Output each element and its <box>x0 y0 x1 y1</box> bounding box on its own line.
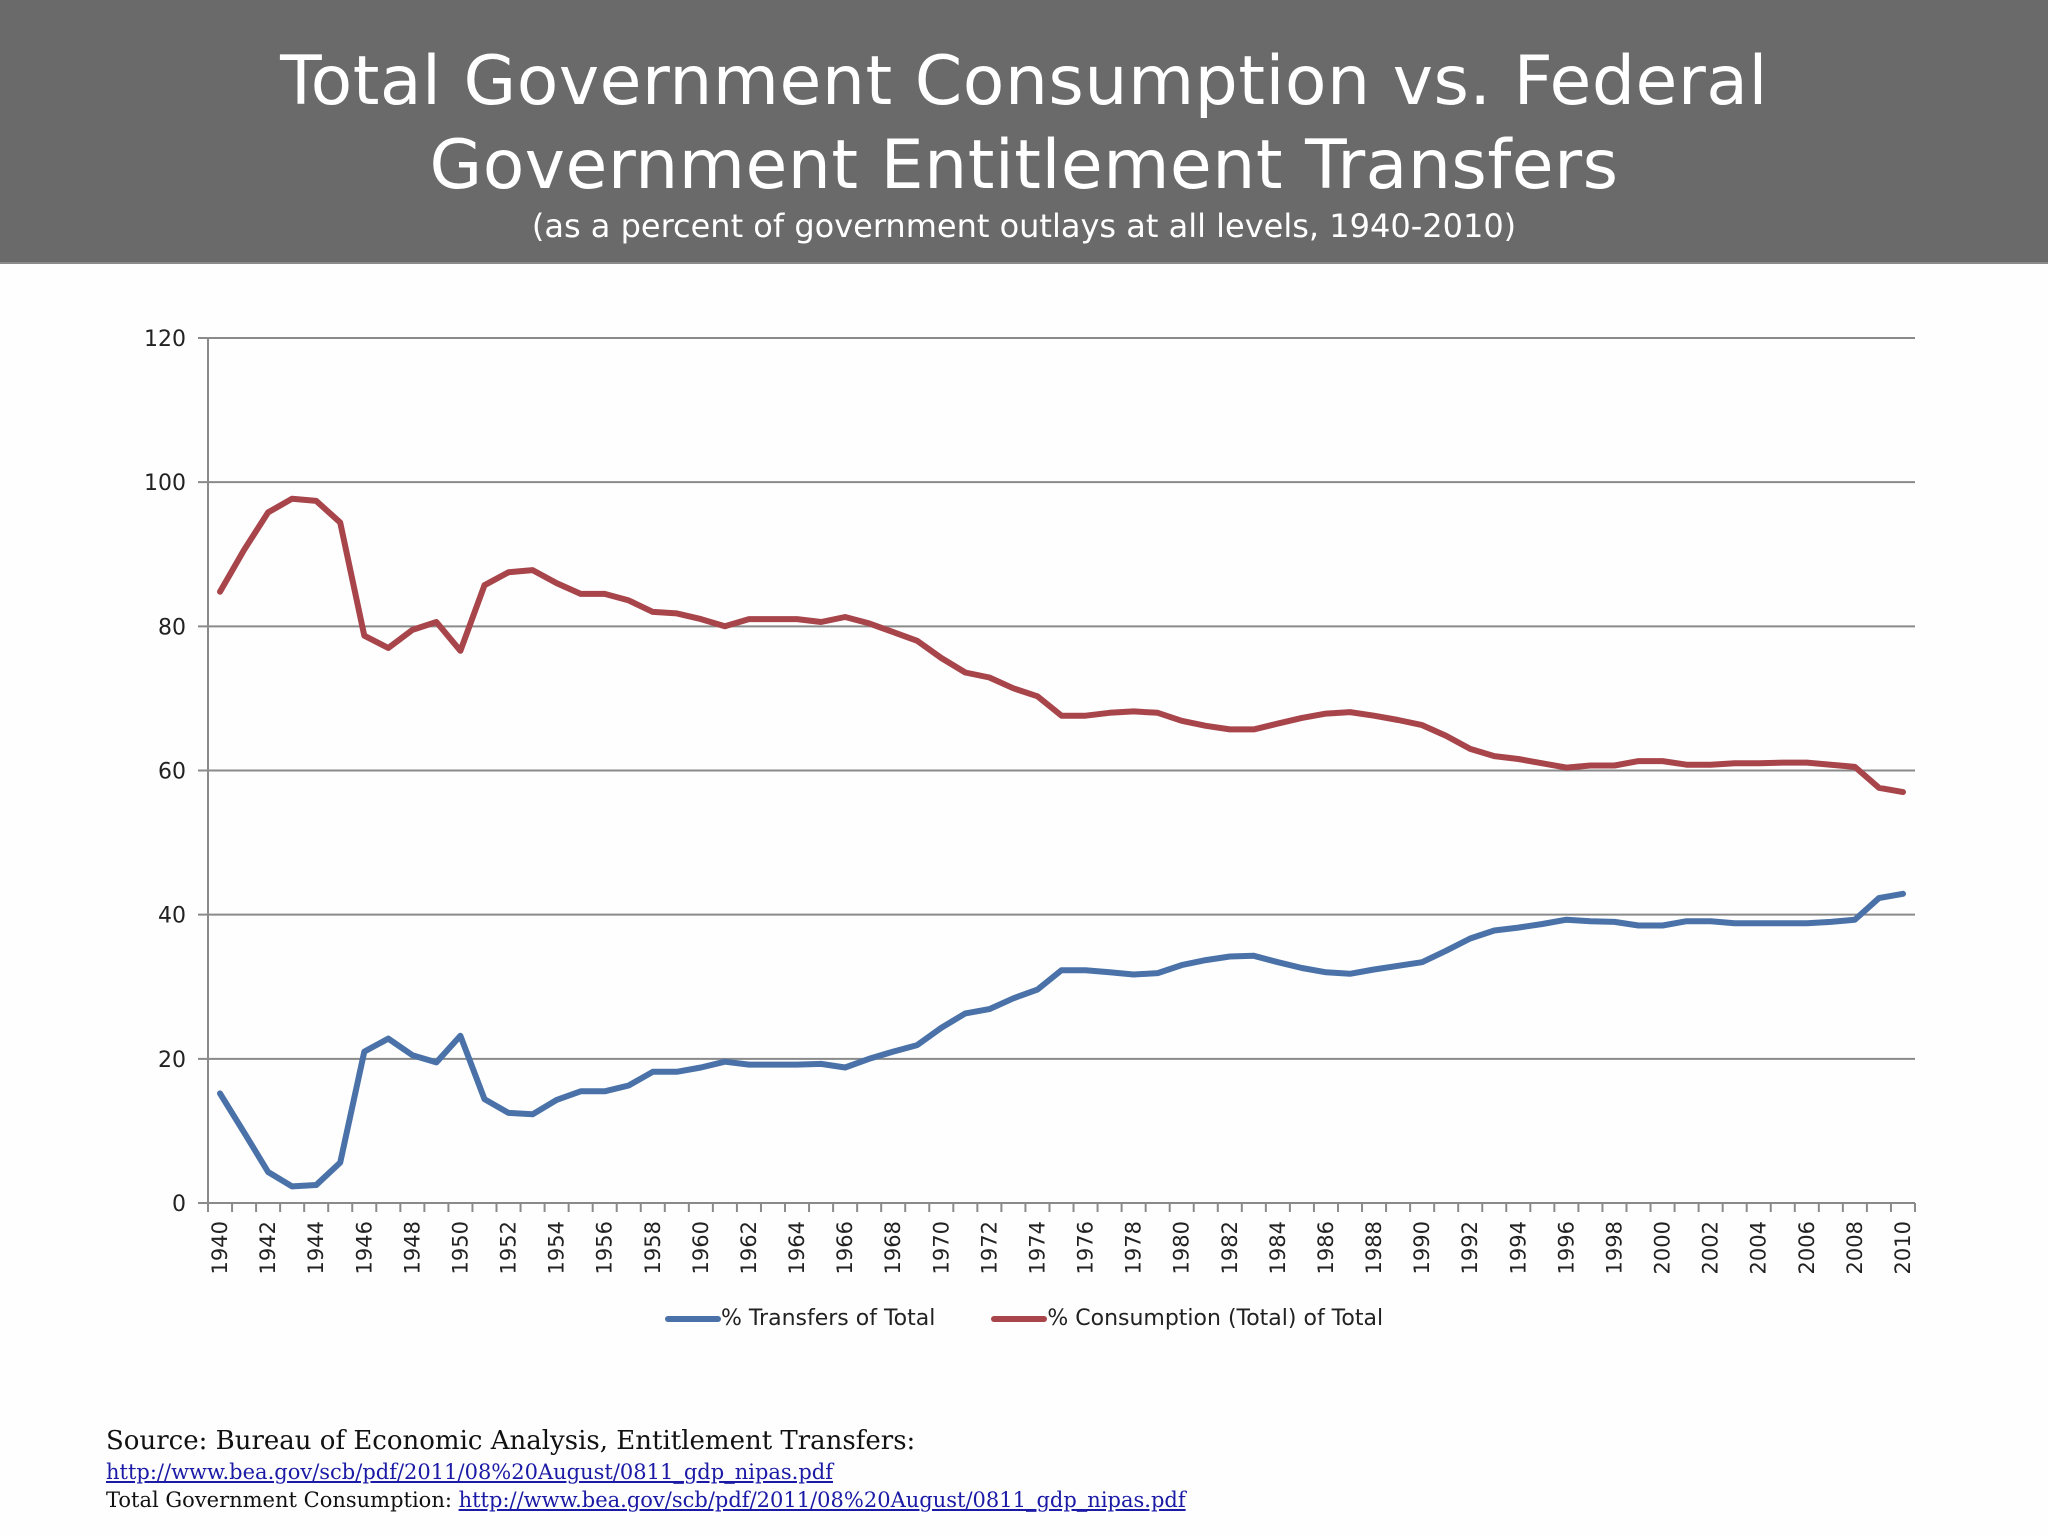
x-tick-label: 1958 <box>641 1221 665 1274</box>
x-tick-label: 1994 <box>1506 1221 1530 1274</box>
x-tick-label: 2004 <box>1747 1221 1771 1274</box>
line-chart: 0 20 40 60 80 100 120 1940 1942 1944 1946 1948 1950… <box>144 327 1916 1274</box>
chart-title: Total Government Consumption vs. Federal… <box>0 40 2048 208</box>
chart-subtitle: (as a percent of government outlays at a… <box>531 207 1517 245</box>
legend-item-transfers: % Transfers of Total <box>664 1306 936 1331</box>
x-tick-label: 1978 <box>1122 1221 1146 1274</box>
legend-swatch-transfers <box>664 1315 721 1322</box>
source-link-transfers[interactable]: http://www.bea.gov/scb/pdf/2011/08%20Aug… <box>106 1460 834 1484</box>
series-line-transfers <box>217 890 1906 1190</box>
x-tick-label: 1996 <box>1554 1221 1578 1274</box>
source-label-consumption: Total Government Consumption: <box>106 1488 459 1512</box>
chart-title-line-1: Total Government Consumption vs. Federal <box>280 42 1768 121</box>
x-tick-label: 2000 <box>1651 1221 1675 1274</box>
x-tick-label: 1992 <box>1458 1221 1482 1274</box>
chart-legend: % Transfers of Total % Consumption (Tota… <box>0 1306 2048 1331</box>
x-tick-label: 1988 <box>1362 1221 1386 1274</box>
x-tick-label: 2010 <box>1891 1221 1915 1274</box>
chart-title-line-2: Government Entitlement Transfers <box>429 126 1619 205</box>
x-tick-label: 1944 <box>304 1221 328 1274</box>
x-tick-label: 1984 <box>1266 1221 1290 1274</box>
x-tick-label: 2006 <box>1795 1221 1819 1274</box>
x-tick-label: 1946 <box>352 1221 376 1274</box>
x-tick-label: 1972 <box>977 1221 1001 1274</box>
y-tick-label: 0 <box>172 1192 186 1217</box>
x-tick-label: 1980 <box>1170 1221 1194 1274</box>
legend-label-transfers: % Transfers of Total <box>720 1306 936 1331</box>
series-line-consumption <box>217 495 1906 796</box>
x-tick-label: 1976 <box>1074 1221 1098 1274</box>
x-tick-label: 1942 <box>256 1221 280 1274</box>
x-tick-label: 1950 <box>448 1221 472 1274</box>
x-tick-label: 1982 <box>1218 1221 1242 1274</box>
x-tick-label: 1964 <box>785 1221 809 1274</box>
source-link-consumption[interactable]: http://www.bea.gov/scb/pdf/2011/08%20Aug… <box>458 1488 1186 1512</box>
x-tick-label: 1968 <box>881 1221 905 1274</box>
source-label: Source: Bureau of Economic Analysis, Ent… <box>106 1426 916 1456</box>
y-tick-label: 60 <box>158 760 186 785</box>
y-tick-label: 120 <box>144 327 186 352</box>
legend-label-consumption: % Consumption (Total) of Total <box>1047 1306 1384 1331</box>
gridlines <box>198 337 1915 1060</box>
x-tick-label: 1956 <box>593 1221 617 1274</box>
y-tick-label: 100 <box>144 471 186 496</box>
x-tick-label: 2008 <box>1843 1221 1867 1274</box>
y-tick-label: 80 <box>158 615 186 640</box>
x-tick-label: 1960 <box>689 1221 713 1274</box>
x-tick-label: 1986 <box>1314 1221 1338 1274</box>
x-tick-label: 2002 <box>1699 1221 1723 1274</box>
y-tick-label: 20 <box>158 1048 186 1073</box>
x-tick-label: 1998 <box>1602 1221 1626 1274</box>
x-tick-label: 1962 <box>737 1221 761 1274</box>
x-tick-label: 1970 <box>929 1221 953 1274</box>
x-tick-label: 1974 <box>1025 1221 1049 1274</box>
y-axis-tick-labels: 0 20 40 60 80 100 120 <box>144 327 186 1217</box>
x-tick-label: 1954 <box>545 1221 569 1274</box>
title-banner: Total Government Consumption vs. Federal… <box>0 0 2048 264</box>
legend-swatch-consumption <box>991 1315 1048 1322</box>
y-tick-label: 40 <box>158 904 186 929</box>
x-tick-label: 1990 <box>1410 1221 1434 1274</box>
x-tick-label: 1952 <box>497 1221 521 1274</box>
legend-item-consumption: % Consumption (Total) of Total <box>991 1306 1383 1331</box>
x-axis: 1940 1942 1944 1946 1948 1950 1952 1954 1956 1958… <box>198 338 1916 1274</box>
source-note: Source: Bureau of Economic Analysis, Ent… <box>106 1424 1186 1514</box>
x-tick-label: 1966 <box>833 1221 857 1274</box>
x-tick-label: 1948 <box>400 1221 424 1274</box>
x-tick-label: 1940 <box>208 1221 232 1274</box>
series-lines <box>217 495 1906 1190</box>
